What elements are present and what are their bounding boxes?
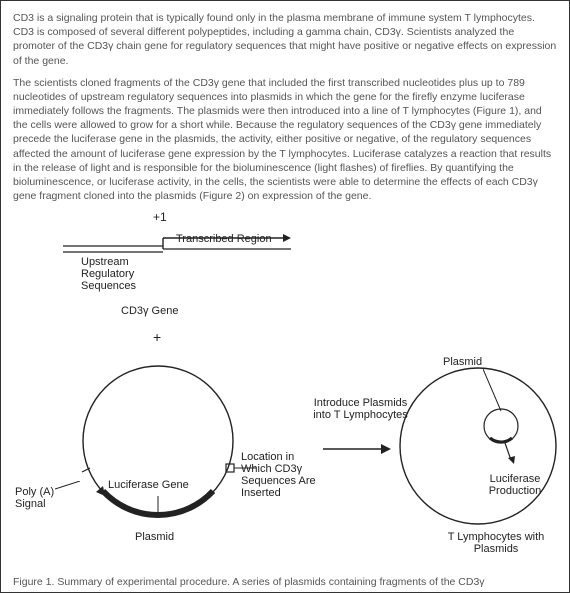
paragraph-2: The scientists cloned fragments of the C… [13, 76, 557, 204]
transcribed-region-label: Transcribed Region [176, 233, 272, 245]
location-insert-label: Location in Which CD3γ Sequences Are Ins… [241, 451, 326, 499]
plasmid-right-label: Plasmid [443, 356, 482, 368]
figure-1-caption: Figure 1. Summary of experimental proced… [13, 576, 485, 588]
plasmid-left-diagram [58, 346, 258, 546]
paragraph-1: CD3 is a signaling protein that is typic… [13, 11, 557, 68]
polya-leader [55, 481, 85, 496]
luciferase-gene-label: Luciferase Gene [108, 479, 189, 491]
plasmid-left-label: Plasmid [135, 531, 174, 543]
t-lymphocyte-diagram [393, 361, 570, 541]
plus-sign: + [153, 329, 161, 345]
plus-one-label: +1 [153, 210, 167, 224]
figure-1-area: +1 Transcribed Region Upstream Regulator… [13, 211, 557, 571]
introduce-arrow [323, 443, 393, 455]
t-lymphocytes-label: T Lymphocytes with Plasmids [441, 531, 551, 555]
plasmid-right-leader [483, 369, 513, 419]
upstream-label: Upstream Regulatory Sequences [81, 256, 161, 292]
luciferase-production-label: Luciferase Production [480, 473, 550, 497]
cd3-gene-label: CD3γ Gene [121, 305, 178, 317]
